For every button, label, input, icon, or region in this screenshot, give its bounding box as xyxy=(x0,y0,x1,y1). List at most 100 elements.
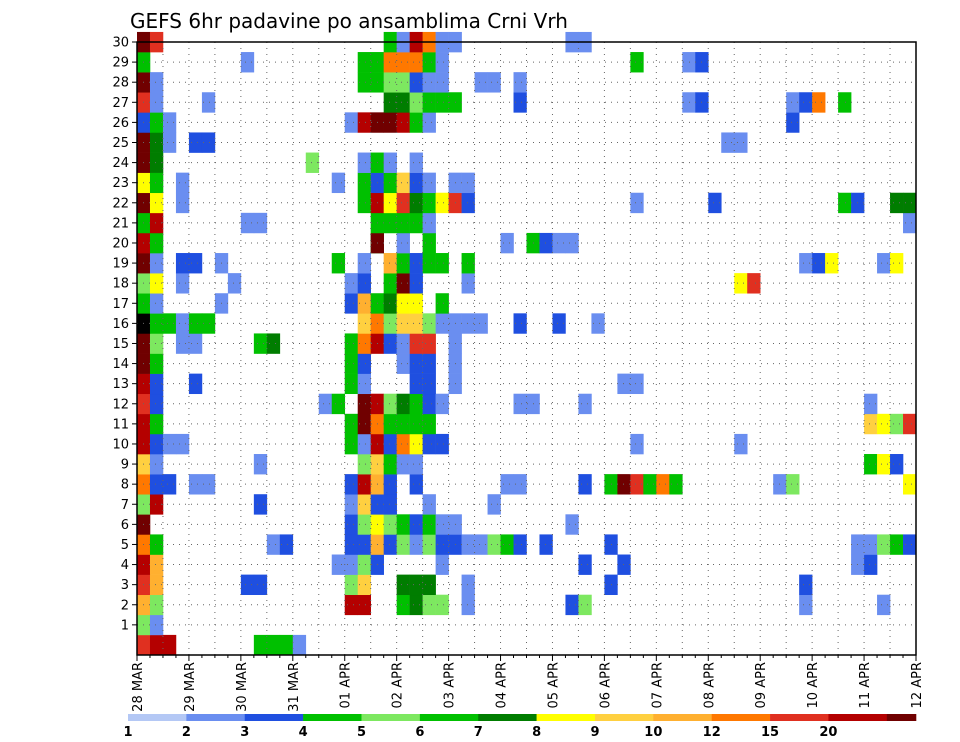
heatmap-cell xyxy=(383,333,397,354)
colorbar-label: 3 xyxy=(240,725,249,740)
heatmap-cell xyxy=(279,534,294,555)
colorbar-label: 20 xyxy=(819,725,837,740)
heatmap-cell xyxy=(786,474,800,495)
heatmap-cell xyxy=(409,313,423,334)
heatmap-cell xyxy=(357,413,371,435)
heatmap-cell xyxy=(149,373,164,395)
heatmap-cell xyxy=(383,152,397,173)
x-tick-label: 04 APR xyxy=(495,662,510,708)
heatmap-cell xyxy=(435,192,449,214)
colorbar-label: 9 xyxy=(590,725,599,740)
y-tick-label: 14 xyxy=(112,357,129,372)
heatmap-cell xyxy=(357,594,371,616)
heatmap-cell xyxy=(240,212,255,234)
heatmap-cell xyxy=(175,192,190,214)
heatmap-cell xyxy=(409,333,423,354)
heatmap-cell xyxy=(383,293,397,314)
heatmap-cell xyxy=(396,574,410,596)
heatmap-cell xyxy=(630,52,644,73)
heatmap-cell xyxy=(487,494,501,515)
heatmap-cell xyxy=(877,594,891,616)
heatmap-cell xyxy=(578,474,592,495)
colorbar-label: 5 xyxy=(357,725,366,740)
x-tick-label: 01 APR xyxy=(339,662,354,708)
heatmap-cell xyxy=(409,534,423,555)
x-tick-label: 12 APR xyxy=(910,662,925,708)
heatmap-cell xyxy=(227,273,242,294)
heatmap-cell xyxy=(422,333,436,354)
heatmap-cell xyxy=(409,293,423,314)
heatmap-cell xyxy=(513,393,527,415)
heatmap-cell xyxy=(149,634,164,656)
heatmap-cell xyxy=(149,554,164,575)
y-axis: 1234567891011121314151617181920212223242… xyxy=(112,36,137,633)
heatmap-cell xyxy=(409,373,423,395)
heatmap-cell xyxy=(422,112,436,133)
heatmap-cell xyxy=(513,72,527,93)
heatmap-cell xyxy=(838,92,852,113)
heatmap-cell xyxy=(357,192,371,214)
heatmap-cell xyxy=(357,52,371,73)
heatmap-cell xyxy=(175,253,190,274)
heatmap-cell xyxy=(877,534,891,555)
heatmap-cell xyxy=(877,413,891,435)
heatmap-cell xyxy=(149,413,164,435)
heatmap-cell xyxy=(357,72,371,93)
y-tick-label: 23 xyxy=(112,176,129,191)
heatmap-cell xyxy=(357,373,371,395)
heatmap-cell xyxy=(357,333,371,354)
heatmap-cell xyxy=(149,232,164,254)
heatmap-cell xyxy=(331,253,346,274)
heatmap-cell xyxy=(474,534,488,555)
heatmap-cell xyxy=(266,534,281,555)
x-axis: 28 MAR 29 MAR 30 MAR 31 MAR 01 APR 02 APR 03 A… xyxy=(131,655,925,712)
heatmap-cell xyxy=(383,393,397,415)
heatmap-cell xyxy=(253,333,268,354)
heatmap-cell xyxy=(903,474,917,495)
y-tick-label: 16 xyxy=(112,317,129,332)
heatmap-cell xyxy=(422,514,436,535)
heatmap-cell xyxy=(409,433,423,455)
heatmap-cell xyxy=(396,172,410,194)
heatmap-cell xyxy=(409,52,423,73)
colorbar-label: 10 xyxy=(644,725,662,740)
heatmap-cell xyxy=(435,393,449,415)
y-tick-label: 6 xyxy=(121,518,129,533)
heatmap-cell xyxy=(357,454,371,475)
x-tick-label: 31 MAR xyxy=(287,662,302,712)
heatmap-cell xyxy=(487,72,501,93)
y-tick-label: 1 xyxy=(121,618,129,633)
heatmap-cell xyxy=(435,313,449,334)
heatmap-cell xyxy=(877,454,891,475)
heatmap-cell xyxy=(500,232,514,254)
heatmap-cell xyxy=(396,594,410,616)
heatmap-cell xyxy=(149,172,164,194)
heatmap-cell xyxy=(409,413,423,435)
heatmap-cell xyxy=(513,534,527,555)
heatmap-cell xyxy=(422,594,436,616)
heatmap-cell xyxy=(422,212,436,234)
heatmap-cell xyxy=(422,433,436,455)
heatmap-cell xyxy=(396,353,410,374)
y-tick-label: 12 xyxy=(112,397,129,412)
colorbar-swatch xyxy=(361,714,421,721)
heatmap-cell xyxy=(669,474,683,495)
heatmap-cell xyxy=(474,72,488,93)
heatmap-cell xyxy=(422,373,436,395)
heatmap-cell xyxy=(175,333,190,354)
heatmap-cell xyxy=(344,514,359,535)
heatmap-cell xyxy=(383,112,397,133)
heatmap-cell xyxy=(396,293,410,314)
heatmap-cell xyxy=(422,534,436,555)
heatmap-cell xyxy=(162,474,177,495)
heatmap-cell xyxy=(435,52,449,73)
heatmap-cell xyxy=(396,232,410,254)
heatmap-cells xyxy=(137,31,917,656)
x-tick-label: 02 APR xyxy=(391,662,406,708)
heatmap-cell xyxy=(149,494,164,515)
heatmap-cell xyxy=(799,574,813,596)
heatmap-cell xyxy=(409,192,423,214)
heatmap-cell xyxy=(799,253,813,274)
heatmap-cell xyxy=(435,293,449,314)
